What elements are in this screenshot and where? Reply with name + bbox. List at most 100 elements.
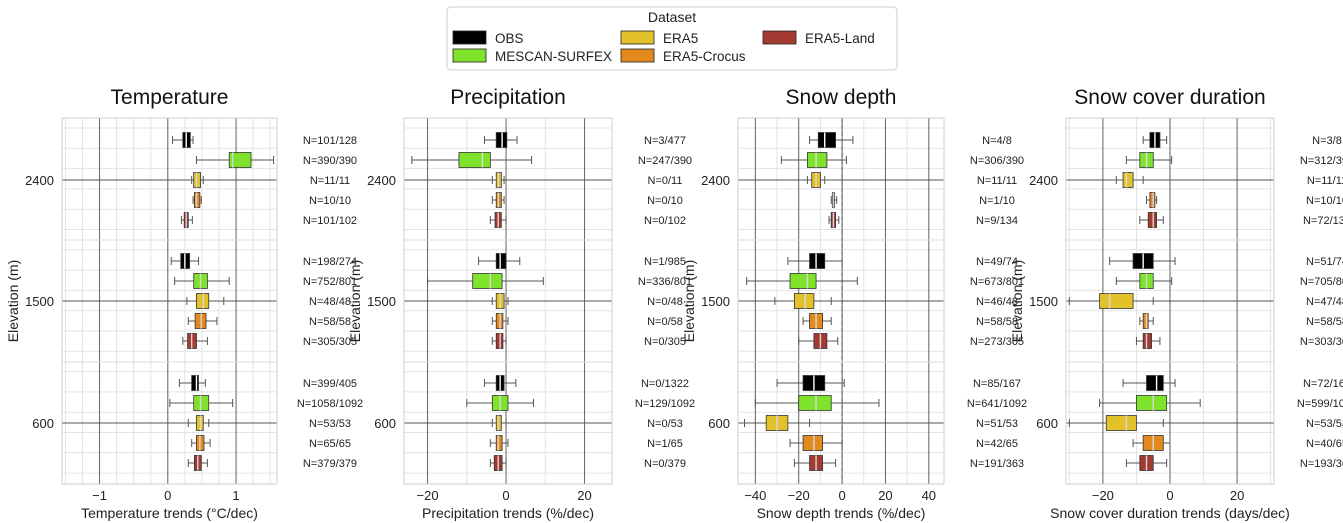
- n-label: N=4/8: [982, 135, 1012, 147]
- y-tick-label: 1500: [25, 294, 54, 309]
- box-era5-land: [793, 455, 837, 471]
- box-era5-crocus: [802, 313, 832, 329]
- box-body: [495, 435, 503, 451]
- box-body: [1105, 415, 1137, 431]
- panel: −40 −20 0 20 40 2400 1500 600 N=4/8 N=306/390 N=11…: [681, 86, 1027, 521]
- n-label: N=1058/1092: [297, 398, 363, 410]
- box-era5: [744, 415, 811, 431]
- x-axis-label: Temperature trends (°C/dec): [81, 505, 258, 521]
- box-mescan-surfex: [466, 395, 535, 411]
- box-body: [817, 132, 836, 148]
- x-tick-label: −20: [417, 488, 439, 503]
- n-label: N=1/10: [979, 195, 1015, 207]
- legend-entry: OBS: [495, 31, 524, 46]
- legend-swatch: [620, 30, 655, 45]
- legend-entry: ERA5-Crocus: [663, 49, 746, 64]
- n-label: N=390/390: [303, 155, 357, 167]
- box-era5-land: [489, 212, 507, 228]
- box-era5-land: [187, 455, 208, 471]
- n-label: N=379/379: [303, 458, 357, 470]
- n-label: N=705/801: [1300, 276, 1343, 288]
- x-tick-label: −20: [788, 488, 810, 503]
- panels: −1 0 1 2400 1500 600 N=101/128 N=390/390 N=11/11…: [5, 86, 1343, 521]
- n-label: N=273/305: [970, 336, 1024, 348]
- legend-entry: MESCAN-SURFEX: [495, 49, 612, 64]
- legend-swatch: [452, 30, 487, 45]
- n-label: N=399/405: [303, 378, 357, 390]
- legend-swatch: [620, 48, 655, 63]
- box-mescan-surfex: [169, 395, 234, 411]
- legend-swatch: [452, 48, 487, 63]
- box-body: [1099, 293, 1134, 309]
- x-tick-label: 20: [577, 488, 591, 503]
- box-mescan-surfex: [1099, 395, 1201, 411]
- box-era5: [191, 172, 204, 188]
- n-label: N=65/65: [309, 438, 351, 450]
- box-era5-crocus: [187, 313, 218, 329]
- n-label: N=10/10: [1306, 195, 1343, 207]
- n-label: N=101/128: [303, 135, 357, 147]
- n-label: N=48/48: [309, 296, 351, 308]
- legend-title: Dataset: [648, 9, 696, 25]
- y-tick-label: 600: [1036, 416, 1058, 431]
- box-body: [793, 293, 815, 309]
- box-era5-crocus: [491, 192, 505, 208]
- box-era5-crocus: [1139, 313, 1154, 329]
- box-era5-crocus: [491, 313, 509, 329]
- box-mescan-surfex: [195, 152, 275, 168]
- box-era5-land: [1135, 333, 1161, 349]
- box-body: [1146, 375, 1164, 391]
- box-mescan-surfex: [427, 273, 544, 289]
- box-era5-land: [1125, 455, 1168, 471]
- box-era5-crocus: [1146, 192, 1158, 208]
- n-label: N=0/48: [647, 296, 683, 308]
- n-label: N=46/48: [976, 296, 1018, 308]
- y-tick-label: 2400: [367, 173, 396, 188]
- box-body: [495, 253, 507, 269]
- n-label: N=193/363: [1300, 458, 1343, 470]
- box-era5-crocus: [192, 192, 202, 208]
- n-label: N=641/1092: [967, 398, 1027, 410]
- n-label: N=673/801: [970, 276, 1024, 288]
- x-axis-label: Precipitation trends (%/dec): [422, 505, 594, 521]
- legend-entry: ERA5-Land: [805, 31, 875, 46]
- box-body: [809, 253, 826, 269]
- box-body: [1142, 313, 1149, 329]
- x-tick-label: 0: [164, 488, 171, 503]
- n-label: N=305/305: [303, 336, 357, 348]
- n-label: N=11/11: [977, 175, 1017, 187]
- n-label: N=58/58: [309, 316, 351, 328]
- n-label: N=10/10: [309, 195, 351, 207]
- n-label: N=306/390: [970, 155, 1024, 167]
- panel-title: Precipitation: [450, 86, 566, 109]
- n-label: N=49/74: [976, 256, 1018, 268]
- box-era5-land: [491, 333, 507, 349]
- y-tick-label: 600: [708, 416, 730, 431]
- box-body: [1142, 333, 1152, 349]
- n-label: N=101/102: [303, 215, 357, 227]
- n-label: N=0/11: [648, 175, 683, 187]
- n-label: N=40/65: [1306, 438, 1343, 450]
- plot-frame: [61, 117, 278, 485]
- panel-title: Temperature: [111, 86, 229, 109]
- y-axis-label: Elevation (m): [681, 260, 697, 342]
- legend: Dataset OBS MESCAN-SURFEX ERA5 ERA5-Crocus ER…: [446, 6, 898, 71]
- n-label: N=247/390: [638, 155, 692, 167]
- y-tick-label: 2400: [701, 173, 730, 188]
- n-label: N=72/167: [1303, 378, 1343, 390]
- panel: −1 0 1 2400 1500 600 N=101/128 N=390/390 N=11/11…: [5, 86, 363, 521]
- box-era5-crocus: [830, 192, 838, 208]
- box-mescan-surfex: [1125, 152, 1173, 168]
- legend-swatch: [762, 30, 797, 45]
- box-era5: [491, 172, 505, 188]
- box-mescan-surfex: [746, 273, 858, 289]
- n-label: N=58/58: [1306, 316, 1343, 328]
- plot-frame: [1065, 117, 1275, 485]
- plot-frame: [403, 117, 613, 485]
- box-body: [458, 152, 491, 168]
- box-era5: [806, 172, 826, 188]
- box-body: [789, 273, 817, 289]
- n-label: N=0/1322: [641, 378, 689, 390]
- box-era5-crocus: [191, 435, 211, 451]
